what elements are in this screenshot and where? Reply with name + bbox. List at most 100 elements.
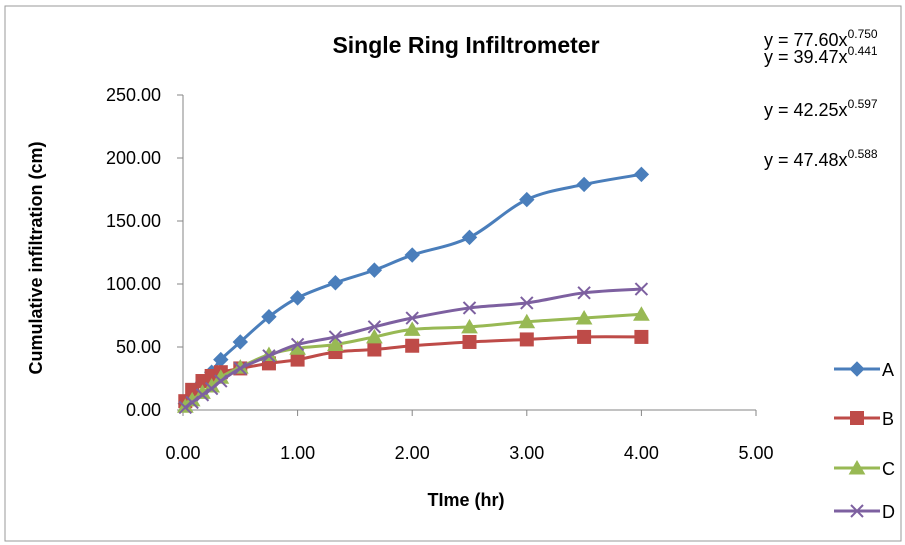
data-point-d — [204, 381, 219, 396]
data-point-d — [520, 296, 534, 310]
trendline-equation: y = 39.47x0.441 — [764, 44, 878, 67]
data-point-d — [290, 337, 305, 352]
data-point-a — [261, 309, 277, 325]
data-point-d — [214, 374, 228, 388]
y-tick-label: 250.00 — [106, 85, 161, 105]
data-point-a — [519, 191, 535, 208]
series-b — [178, 329, 649, 409]
legend-label: A — [882, 360, 894, 380]
legend: A B C D — [834, 360, 895, 522]
marker-stroke — [405, 311, 419, 325]
equation-exponent: 0.750 — [848, 27, 878, 41]
data-point-c — [403, 321, 421, 336]
equation-base: y = 39.47x — [764, 47, 848, 67]
data-point-d — [178, 400, 192, 415]
y-axis-title: Cumulative infiltration (cm) — [26, 141, 46, 374]
data-point-d — [367, 320, 382, 334]
chart-title: Single Ring Infiltrometer — [332, 32, 599, 58]
y-tick-label: 100.00 — [106, 274, 161, 294]
data-point-d — [577, 286, 591, 300]
series-c — [176, 306, 650, 413]
marker-stroke — [290, 337, 305, 352]
x-axis-title: TIme (hr) — [427, 490, 504, 510]
equation-exponent: 0.441 — [848, 44, 878, 58]
legend-item-b: B — [834, 409, 894, 429]
marker-stroke — [178, 400, 192, 415]
marker-stroke — [262, 349, 276, 363]
marker-stroke — [185, 395, 199, 410]
data-point-a — [461, 229, 478, 246]
data-point-b — [462, 334, 477, 349]
marker-stroke — [195, 388, 210, 402]
data-point-c — [575, 310, 593, 325]
legend-marker — [850, 411, 864, 425]
data-point-a — [366, 262, 383, 278]
data-point-b — [367, 342, 382, 357]
data-point-c — [461, 318, 478, 334]
y-tick-label: 50.00 — [116, 337, 161, 357]
legend-label: D — [882, 502, 895, 522]
marker-stroke — [850, 504, 864, 518]
data-point-b — [290, 352, 305, 367]
equation-base: y = 42.25x — [764, 100, 848, 120]
y-tick-label: 200.00 — [106, 148, 161, 168]
x-axis-ticks: 0.00 1.00 2.00 3.00 4.00 5.00 — [165, 410, 774, 463]
data-point-d — [233, 361, 248, 376]
data-point-c — [327, 336, 344, 351]
marker-stroke — [520, 296, 534, 310]
y-tick-label: 0.00 — [126, 400, 161, 420]
trendline-equation: y = 77.60x0.750 — [764, 27, 878, 50]
marker-stroke — [204, 381, 219, 396]
marker-stroke — [367, 320, 382, 334]
trendline-equation: y = 42.25x0.597 — [764, 97, 878, 120]
x-tick-label: 1.00 — [280, 443, 315, 463]
x-tick-label: 4.00 — [624, 443, 659, 463]
legend-marker — [850, 504, 864, 518]
series-d — [178, 282, 649, 415]
marker-stroke — [328, 330, 343, 344]
data-point-d — [634, 282, 649, 296]
data-point-a — [633, 166, 650, 183]
legend-label: B — [882, 409, 894, 429]
legend-marker — [848, 459, 866, 475]
plot-axes — [182, 95, 756, 411]
chart-area-border — [4, 5, 902, 542]
data-point-a — [232, 334, 249, 350]
x-tick-label: 0.00 — [165, 443, 200, 463]
data-point-d — [195, 388, 210, 402]
data-point-b — [634, 329, 649, 344]
legend-marker — [849, 361, 865, 377]
x-tick-label: 3.00 — [509, 443, 544, 463]
equation-exponent: 0.588 — [848, 147, 878, 161]
data-point-a — [289, 290, 306, 306]
marker-stroke — [462, 301, 477, 315]
equation-base: y = 47.48x — [764, 150, 848, 170]
marker-stroke — [634, 282, 649, 296]
data-point-c — [366, 328, 383, 344]
marker-stroke — [233, 361, 248, 376]
data-point-d — [262, 349, 276, 363]
y-axis-ticks: 0.00 50.00 100.00 150.00 200.00 250.00 — [106, 85, 183, 420]
y-tick-label: 150.00 — [106, 211, 161, 231]
data-point-d — [462, 301, 477, 315]
legend-item-a: A — [834, 360, 894, 380]
data-point-d — [328, 330, 343, 344]
x-tick-label: 5.00 — [738, 443, 773, 463]
data-point-a — [576, 176, 592, 193]
x-tick-label: 2.00 — [395, 443, 430, 463]
data-point-b — [519, 332, 534, 347]
data-point-d — [405, 311, 419, 325]
trendline-equation: y = 47.48x0.588 — [764, 147, 878, 170]
legend-label: C — [882, 459, 895, 479]
legend-item-d: D — [834, 502, 895, 522]
data-point-c — [633, 306, 650, 321]
data-point-d — [185, 395, 199, 410]
equation-base: y = 77.60x — [764, 30, 848, 50]
legend-item-c: C — [834, 459, 895, 479]
data-point-b — [405, 338, 420, 353]
data-point-b — [577, 329, 592, 344]
series-layer — [176, 166, 650, 415]
